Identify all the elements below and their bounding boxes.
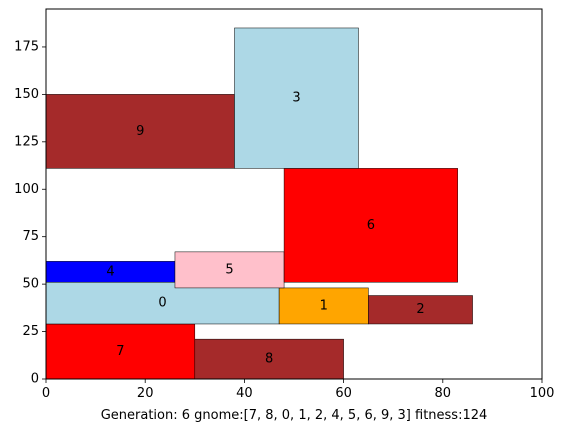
rect-shape	[45, 94, 235, 169]
plot-frame	[45, 8, 543, 380]
rect-shape	[194, 338, 344, 380]
rect-label: 7	[116, 344, 124, 359]
y-tick-label: 25	[22, 324, 39, 339]
y-tick-label: 0	[31, 372, 39, 387]
rect-item-0: 0	[45, 281, 280, 325]
rect-shape	[368, 295, 473, 325]
rect-item-5: 5	[174, 251, 285, 289]
rect-item-2: 2	[368, 295, 473, 325]
rect-item-4: 4	[45, 261, 176, 283]
rect-label: 5	[225, 262, 233, 277]
y-tick-label: 125	[14, 134, 39, 149]
x-tick-label: 80	[435, 386, 452, 401]
y-tick-label: 150	[14, 87, 39, 102]
y-tick-label: 50	[22, 277, 39, 292]
rect-item-7: 7	[45, 323, 196, 380]
rect-item-8: 8	[194, 338, 344, 380]
rect-label: 1	[320, 298, 328, 313]
rect-label: 4	[106, 264, 114, 279]
rect-label: 0	[158, 296, 166, 311]
rect-item-1: 1	[278, 287, 369, 325]
rect-item-6: 6	[283, 168, 458, 283]
x-axis-label: Generation: 6 gnome:[7, 8, 0, 1, 2, 4, 5…	[101, 408, 488, 423]
rect-label: 9	[136, 124, 144, 139]
rect-label: 2	[416, 302, 424, 317]
x-tick-label: 0	[42, 386, 50, 401]
x-tick-label: 100	[530, 386, 555, 401]
rect-item-9: 9	[45, 94, 235, 169]
x-axis-ticks: 0 20 40 60 80 100	[42, 379, 555, 401]
y-tick-label: 175	[14, 39, 39, 54]
rect-label: 6	[367, 218, 375, 233]
rect-item-3: 3	[234, 27, 359, 169]
rect-shape	[278, 287, 369, 325]
rect-shape	[234, 27, 359, 169]
x-tick-label: 20	[137, 386, 154, 401]
rect-shape	[283, 168, 458, 283]
rect-label: 8	[265, 352, 273, 367]
x-tick-label: 40	[236, 386, 253, 401]
rect-shape	[45, 323, 196, 380]
rect-label: 3	[292, 91, 300, 106]
rects-layer: 7 8 0 1 2 4 5 6 9 3	[45, 27, 473, 380]
y-tick-label: 75	[22, 229, 39, 244]
y-axis-ticks: 0 25 50 75 100 125 150 175	[14, 39, 46, 387]
rect-shape	[174, 251, 285, 289]
x-tick-label: 60	[335, 386, 352, 401]
y-tick-label: 100	[14, 182, 39, 197]
